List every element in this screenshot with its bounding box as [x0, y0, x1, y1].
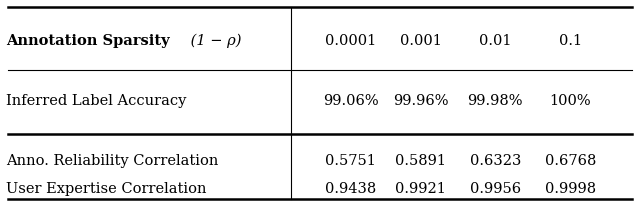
Text: 0.6768: 0.6768: [545, 154, 596, 168]
Text: 0.6323: 0.6323: [470, 154, 521, 168]
Text: 0.9438: 0.9438: [325, 182, 376, 196]
Text: Anno. Reliability Correlation: Anno. Reliability Correlation: [6, 154, 218, 168]
Text: (1 − ρ): (1 − ρ): [186, 34, 241, 48]
Text: 0.9956: 0.9956: [470, 182, 521, 196]
Text: 99.96%: 99.96%: [393, 94, 449, 108]
Text: User Expertise Correlation: User Expertise Correlation: [6, 182, 206, 196]
Text: 0.0001: 0.0001: [325, 34, 376, 48]
Text: 0.5751: 0.5751: [325, 154, 376, 168]
Text: 0.5891: 0.5891: [395, 154, 446, 168]
Text: Inferred Label Accuracy: Inferred Label Accuracy: [6, 94, 186, 108]
Text: 100%: 100%: [550, 94, 591, 108]
Text: 99.98%: 99.98%: [467, 94, 523, 108]
Text: 99.06%: 99.06%: [323, 94, 378, 108]
Text: Annotation Sparsity: Annotation Sparsity: [6, 34, 170, 48]
Text: 0.9921: 0.9921: [396, 182, 446, 196]
Text: 0.01: 0.01: [479, 34, 511, 48]
Text: 0.1: 0.1: [559, 34, 582, 48]
Text: 0.9998: 0.9998: [545, 182, 596, 196]
Text: 0.001: 0.001: [400, 34, 442, 48]
